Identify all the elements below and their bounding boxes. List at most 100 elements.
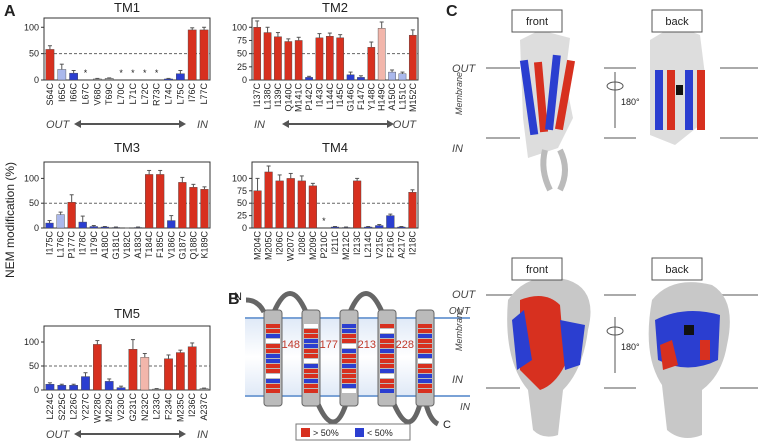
bar <box>297 180 306 229</box>
helix-stripe <box>266 389 280 393</box>
direction-label: OUT <box>46 429 71 441</box>
bar <box>104 78 114 81</box>
helix-stripe <box>418 329 432 333</box>
bar <box>408 192 417 229</box>
helix-stripe <box>418 324 432 328</box>
x-tick-label: I65C <box>57 83 67 103</box>
x-tick-label: L224C <box>45 393 55 420</box>
direction-label: IN <box>197 429 208 441</box>
helix-stripe <box>342 334 356 338</box>
x-tick-label: I211C <box>330 231 340 255</box>
bar <box>199 29 209 81</box>
bar <box>69 72 78 81</box>
chart-title: TM1 <box>114 0 140 15</box>
bar <box>346 74 355 81</box>
bar <box>164 78 173 81</box>
y-tick-label: 50 <box>237 198 247 208</box>
x-tick-label: A180C <box>100 231 110 259</box>
helix-stripe <box>304 324 318 328</box>
plot-frame <box>251 17 419 81</box>
x-tick-label: F216C <box>385 231 395 259</box>
panel-label: A <box>4 3 16 20</box>
helix-stripe <box>266 339 280 343</box>
helix-stripe <box>304 359 318 363</box>
bar <box>176 73 185 81</box>
view-label: back <box>665 264 689 276</box>
helix-stripe <box>304 374 318 378</box>
helix-stripe <box>342 349 356 353</box>
bar <box>81 376 90 391</box>
in-label: IN <box>452 143 463 155</box>
helix-stripe <box>380 384 394 388</box>
bar <box>253 190 262 229</box>
x-tick-label: V182C <box>122 231 132 259</box>
helix-stripe <box>304 384 318 388</box>
helix-stripe <box>266 359 280 363</box>
bar <box>176 352 185 391</box>
helix-stripe <box>342 344 356 348</box>
bar <box>377 28 386 81</box>
view-box <box>651 257 703 281</box>
plot-frame <box>43 325 211 391</box>
helix-stripe <box>266 364 280 368</box>
helix-stripe <box>380 364 394 368</box>
bar <box>308 185 317 229</box>
x-tick-label: A183C <box>133 231 143 259</box>
bar <box>67 202 76 229</box>
bar <box>93 344 102 391</box>
bar <box>78 221 87 229</box>
x-tick-label: I143C <box>314 83 324 108</box>
helix-stripe <box>418 389 432 393</box>
bar <box>187 29 197 81</box>
x-tick-label: M235C <box>175 393 185 423</box>
c-terminus: C <box>443 419 451 431</box>
helix-stripe <box>266 329 280 333</box>
bar <box>336 37 345 81</box>
x-tick-label: I76C <box>187 83 197 103</box>
bar <box>315 37 324 81</box>
helix-stripe <box>342 329 356 333</box>
helix-stripe <box>418 349 432 353</box>
bar <box>156 174 165 229</box>
x-tick-label: L75C <box>175 82 185 104</box>
rotation-label: 180° <box>621 342 640 352</box>
x-tick-label: L233C <box>152 393 162 420</box>
bar <box>275 180 284 229</box>
x-tick-label: I208C <box>297 231 307 256</box>
x-tick-label: N232C <box>140 393 150 422</box>
bar <box>104 381 114 391</box>
x-tick-label: I145C <box>335 83 345 108</box>
helix-stripe <box>266 384 280 388</box>
y-tick-label: 75 <box>237 35 247 45</box>
note-marker: * <box>155 68 159 78</box>
bar <box>398 73 407 81</box>
plot-frame <box>43 17 211 81</box>
x-tick-label: I218C <box>407 231 417 256</box>
in-label: IN <box>460 402 471 413</box>
bar <box>263 32 272 81</box>
helix-stripe <box>304 389 318 393</box>
x-tick-label: H149C <box>377 83 387 112</box>
chart-title: TM5 <box>114 306 140 321</box>
chart-title: TM4 <box>322 140 348 155</box>
rotation-label: 180° <box>621 97 640 107</box>
bar <box>274 36 282 81</box>
helix-stripe <box>342 374 356 378</box>
x-tick-label: V68C <box>92 83 102 106</box>
helix-stripe <box>380 374 394 378</box>
bar <box>45 384 55 391</box>
chart-title: TM3 <box>114 140 140 155</box>
view-label: front <box>526 16 548 28</box>
helix-stripe <box>304 334 318 338</box>
residue-label: 228 <box>396 339 414 351</box>
direction-label: OUT <box>393 119 418 131</box>
y-tick-label: 100 <box>24 22 39 32</box>
x-tick-label: L226C <box>69 393 79 420</box>
membrane-label: Membrane <box>454 72 464 115</box>
bar <box>45 49 55 81</box>
bar <box>367 47 376 81</box>
helix-stripe <box>266 349 280 353</box>
bar <box>264 171 273 229</box>
y-tick-label: 0 <box>34 75 39 85</box>
x-tick-label: I139C <box>273 83 283 108</box>
